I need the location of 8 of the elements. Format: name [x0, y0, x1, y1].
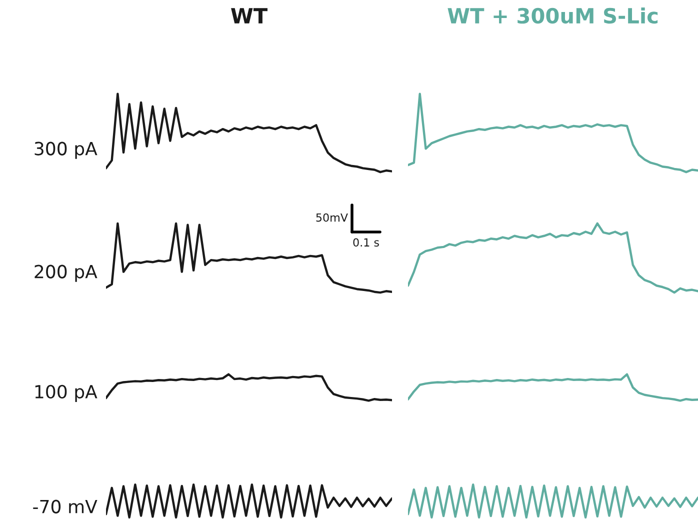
annotation: 0.1 s [353, 238, 379, 247]
y-axis-title: -70 mV [33, 500, 98, 514]
text: 50mV [316, 213, 348, 222]
y-axis-title: 100 pA [35, 384, 98, 402]
y-axis-title: 300 pA [34, 142, 98, 159]
chart-title: WT [231, 8, 268, 24]
y-axis-title: 200 pA [34, 264, 98, 282]
chart-title: WT + 300uM S-Lic [448, 8, 658, 24]
